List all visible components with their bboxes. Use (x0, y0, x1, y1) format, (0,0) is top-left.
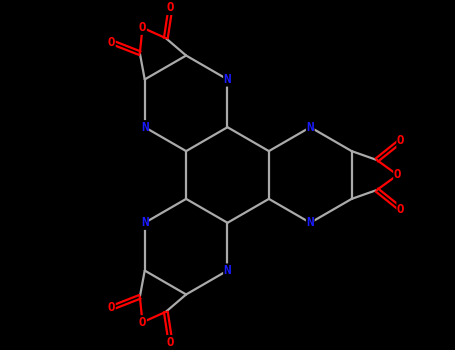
Text: O: O (167, 1, 174, 14)
Text: O: O (107, 36, 115, 49)
Text: N: N (307, 216, 314, 229)
Text: N: N (307, 121, 314, 134)
Text: N: N (224, 264, 231, 277)
Text: O: O (167, 336, 174, 349)
Text: N: N (224, 73, 231, 86)
Text: N: N (141, 121, 148, 134)
Text: O: O (394, 168, 401, 182)
Text: N: N (141, 216, 148, 229)
Text: O: O (397, 203, 404, 216)
Text: O: O (107, 301, 115, 314)
Text: O: O (139, 316, 146, 329)
Text: O: O (397, 134, 404, 147)
Text: O: O (139, 21, 146, 34)
